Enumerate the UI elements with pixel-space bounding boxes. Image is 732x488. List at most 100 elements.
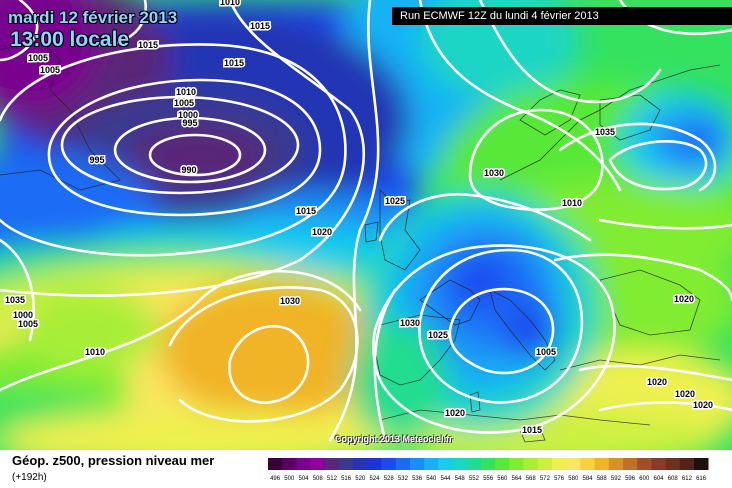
legend-swatch [495,458,510,470]
isobar-label: 1025 [385,196,405,206]
isobar-label: 995 [182,118,197,128]
legend-swatch [381,458,397,470]
legend-swatch [509,458,524,470]
isobar-label: 1030 [280,296,300,306]
legend-value: 560 [497,476,508,482]
legend-value: 544 [440,476,451,482]
legend-swatch [452,458,468,470]
legend-value: 508 [313,476,324,482]
isobar-label: 1020 [647,377,667,387]
isobar-label: 1015 [138,40,158,50]
legend-swatch [481,458,496,470]
legend-swatch [353,458,368,470]
map-footer: Géop. z500, pression niveau mer (+192h) … [0,450,732,488]
color-scale-legend: 496 500 504 508 512 516 520 524 528 532 536 540 544 5… [268,458,709,482]
legend-swatch [310,458,326,470]
isobar-label: 1035 [5,295,25,305]
legend-swatch [395,458,411,470]
legend-swatch [324,458,340,470]
isobar-label: 1015 [296,206,316,216]
isobar-label: 1005 [174,98,194,108]
legend-swatch [268,458,283,470]
legend-value: 600 [639,476,650,482]
parameter-label: Géop. z500, pression niveau mer [12,453,215,468]
isobar-label: 1010 [176,87,196,97]
legend-swatch [623,458,638,470]
legend-value: 540 [426,476,437,482]
legend-swatch [367,458,382,470]
isobar-label: 1015 [224,58,244,68]
legend-value: 524 [369,476,380,482]
legend-swatch [580,458,595,470]
legend-value: 584 [582,476,593,482]
lead-time-label: (+192h) [12,472,47,483]
legend-value: 556 [483,476,494,482]
legend-swatch [438,458,453,470]
legend-value: 496 [270,476,281,482]
isobar-label: 1030 [484,168,504,178]
isobar-label: 1020 [445,408,465,418]
isobar-label: 1015 [522,425,542,435]
isobar-label: 1020 [693,400,713,410]
legend-swatch [679,458,695,470]
isobar-label: 1020 [312,227,332,237]
legend-swatch [594,458,610,470]
legend-value: 532 [398,476,409,482]
isobar-label: 1035 [595,127,615,137]
map-canvas: 1010101510051005101510151010100510009959… [0,0,732,450]
legend-value: 608 [668,476,679,482]
isobar-label: 1015 [250,21,270,31]
isobar-label: 1005 [28,53,48,63]
forecast-time: 13:00 locale [10,28,130,51]
legend-value: 548 [455,476,466,482]
legend-swatch [537,458,553,470]
legend-swatch [296,458,311,470]
legend-swatch [665,458,681,470]
legend-swatch [608,458,624,470]
legend-value: 572 [540,476,551,482]
isobar-label: 990 [181,165,196,175]
legend-swatch [637,458,652,470]
geopotential-field [0,0,732,450]
isobar-label: 1020 [674,294,694,304]
legend-swatch [523,458,539,470]
forecast-date: mardi 12 février 2013 [8,8,178,27]
isobar-label: 1005 [18,319,38,329]
legend-value: 580 [568,476,579,482]
isobar-label: 1030 [400,318,420,328]
isobar-label: 1010 [220,0,240,7]
isobar-label: 1010 [85,347,105,357]
legend-value: 588 [597,476,608,482]
legend-swatch [410,458,425,470]
legend-value: 568 [526,476,537,482]
legend-value: 616 [696,476,707,482]
legend-value: 596 [625,476,636,482]
legend-swatch [552,458,567,470]
legend-value: 500 [284,476,295,482]
legend-swatch [339,458,354,470]
legend-swatch [694,458,709,470]
isobar-labels: 1010101510051005101510151010100510009959… [3,0,714,437]
isobar-label: 1000 [178,110,198,120]
legend-value: 604 [653,476,664,482]
legend-value: 512 [327,476,338,482]
legend-value: 612 [682,476,693,482]
isobar-label: 1005 [536,347,556,357]
legend-value: 576 [554,476,565,482]
isobar-label: 1025 [428,330,448,340]
legend-value: 552 [469,476,480,482]
legend-swatch [466,458,482,470]
model-run-label: Run ECMWF 12Z du lundi 4 février 2013 [392,7,732,25]
legend-value: 504 [298,476,309,482]
legend-value: 536 [412,476,423,482]
legend-value: 528 [384,476,395,482]
legend-swatch [566,458,581,470]
isobar-label: 1010 [562,198,582,208]
legend-swatch [424,458,439,470]
isobar-label: 1000 [13,310,33,320]
copyright-notice: Copyright 2013 Meteociel.fr [335,434,453,444]
isobar-label: 1020 [675,389,695,399]
legend-value: 516 [341,476,352,482]
weather-map: 1010 1015 1005 1005 1015 1015 1010 1005 1000 995 9… [0,0,732,450]
isobar-label: 1005 [40,65,60,75]
